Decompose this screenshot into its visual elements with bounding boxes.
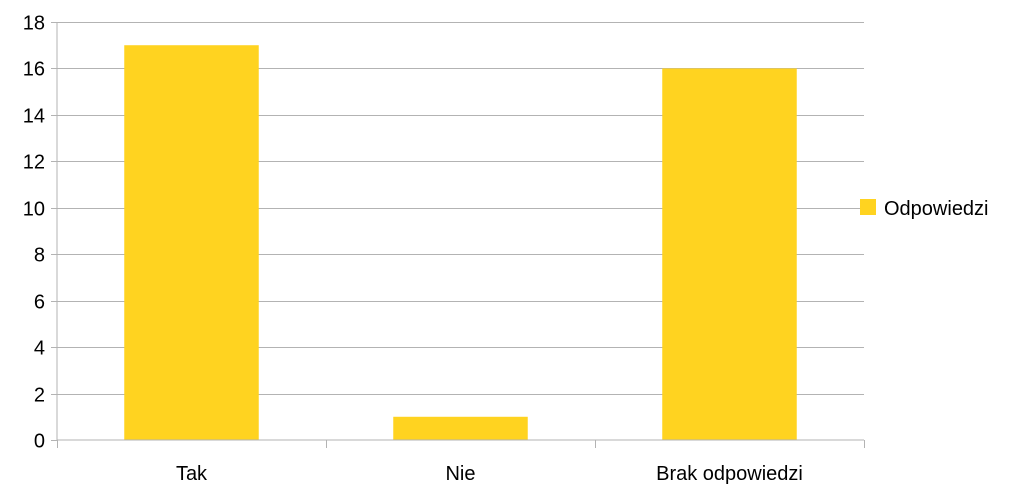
x-tick-label: Nie xyxy=(445,463,475,485)
x-tick-label: Brak odpowiedzi xyxy=(656,463,803,485)
y-tick-label: 2 xyxy=(34,385,45,407)
y-tick-label: 6 xyxy=(34,292,45,314)
legend: Odpowiedzi xyxy=(860,198,989,220)
bar-tak xyxy=(124,45,259,440)
y-tick-labels: 0 2 4 6 8 10 12 14 16 18 xyxy=(23,13,57,453)
y-tick-label: 10 xyxy=(23,199,45,221)
y-tick-label: 12 xyxy=(23,152,45,174)
legend-swatch xyxy=(860,199,876,215)
x-tick-labels: Tak Nie Brak odpowiedzi xyxy=(57,440,865,485)
y-tick-label: 18 xyxy=(23,13,45,35)
y-tick-label: 4 xyxy=(34,338,45,360)
bars xyxy=(124,45,797,440)
x-tick-label: Tak xyxy=(176,463,208,485)
y-tick-label: 16 xyxy=(23,59,45,81)
legend-label-odpowiedzi: Odpowiedzi xyxy=(884,198,989,220)
bar-nie xyxy=(393,416,528,440)
y-tick-label: 14 xyxy=(23,106,45,128)
axes xyxy=(56,22,864,441)
y-tick-label: 8 xyxy=(34,245,45,267)
bar-brak-odpowiedzi xyxy=(662,68,797,440)
y-tick-label: 0 xyxy=(34,431,45,453)
